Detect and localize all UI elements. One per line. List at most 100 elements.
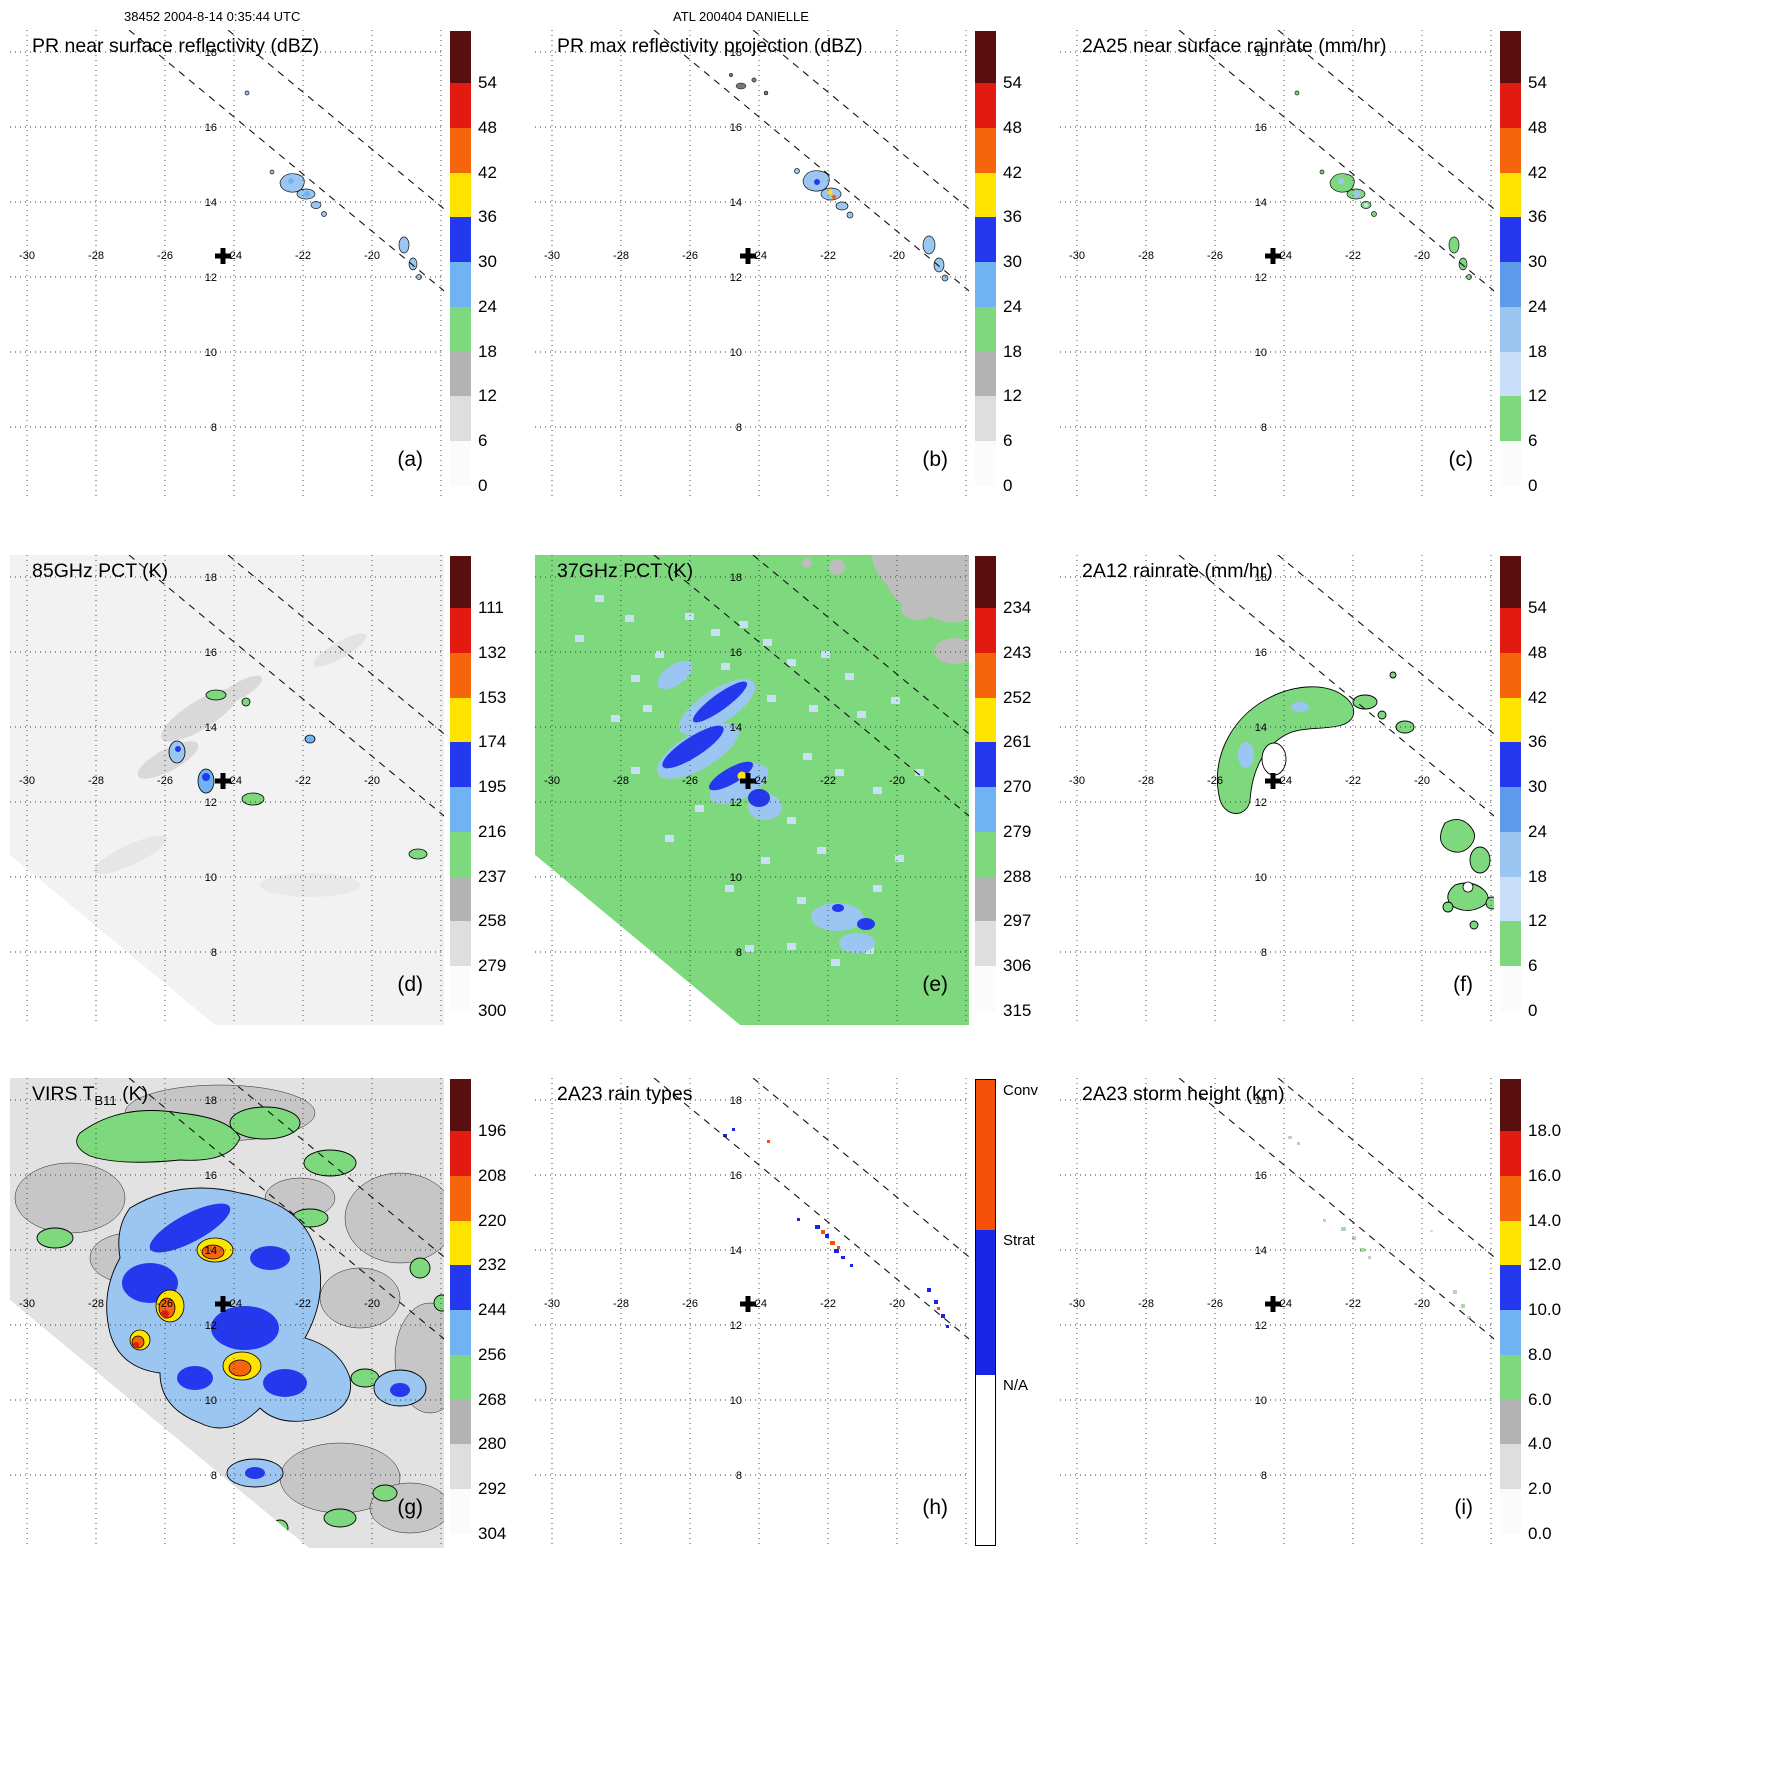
colorbar-tick-label: 315 [1003, 1001, 1032, 1020]
pct-depression-blobs [168, 689, 428, 860]
colorbar-tick-label: 48 [1528, 642, 1547, 662]
storm-name-header: ATL 200404 DANIELLE [673, 9, 809, 24]
longitude-label: -28 [1138, 250, 1154, 262]
storm-center-cross [740, 773, 756, 789]
colorbar-tick-label: 288 [1003, 866, 1032, 886]
latitude-label: 14 [1255, 197, 1267, 209]
rain-free-hole [1462, 881, 1474, 893]
colorbar-d [450, 556, 471, 1011]
rainrate-blobs-c [1294, 90, 1472, 280]
colorbar-e [975, 556, 996, 1011]
colorbar-segment [975, 608, 996, 653]
colorbar-tick-label: 6 [1528, 431, 1538, 451]
latitude-label: 10 [1255, 872, 1267, 884]
colorbar-tick-label: 18 [1528, 866, 1547, 886]
map-h: -30 -28 -26 -24 -22 -20 18 16 14 12 10 8 2A23 rain … [535, 1078, 969, 1548]
title-text: VIRS T [32, 1083, 95, 1105]
panel-letter: (g) [397, 1496, 423, 1519]
pr-swath-edge-line [1178, 1078, 1494, 1340]
map-a: -30 -28 -26 -24 -22 -20 18 16 14 12 10 8 PR near su… [10, 30, 444, 500]
pr-swath-edge-line [128, 555, 444, 817]
pr-swath-edge-line [653, 555, 969, 817]
longitude-label: -20 [889, 250, 905, 262]
colorbar-tick-label: 42 [1528, 687, 1547, 707]
colorbar-segment [1500, 697, 1521, 743]
map-b: -30 -28 -26 -24 -22 -20 18 16 14 12 10 8 PR max ref… [535, 30, 969, 500]
colorbar-segment [975, 306, 996, 352]
colorbar-segment [975, 831, 996, 877]
colorbar-segment [975, 83, 996, 128]
colorbar-segment-strat [976, 1230, 995, 1375]
colorbar-segment [1500, 172, 1521, 218]
latitude-label: 8 [1261, 1470, 1267, 1482]
longitude-label: -26 [682, 1298, 698, 1310]
panel-title: 2A23 storm height (km) [1082, 1083, 1285, 1106]
latitude-label: 10 [730, 1395, 742, 1407]
panel-letter: (a) [397, 448, 423, 471]
longitude-label: -22 [1345, 775, 1361, 787]
colorbar-segment [1500, 262, 1521, 307]
colorbar-segment [450, 1220, 471, 1266]
colorbar-tick-label: 292 [478, 1479, 507, 1499]
colorbar-segment [975, 31, 996, 83]
colorbar-segment [1500, 1444, 1521, 1490]
colorbar-segment [450, 1489, 471, 1534]
pr-swath-edge-line [1277, 1078, 1494, 1258]
pr-swath-edge-line [1178, 30, 1494, 292]
colorbar-segment [1500, 1131, 1521, 1176]
colorbar-segment-na [976, 1375, 995, 1545]
panel-g: -30 -28 -26 -24 -22 -20 18 16 14 12 10 8 VIRS TB11 … [10, 1078, 555, 1578]
longitude-label: -30 [1069, 250, 1085, 262]
colorbar-segment [1500, 966, 1521, 1011]
panel-letter: (b) [922, 448, 948, 471]
colorbar-tick-label: 12 [1528, 911, 1547, 931]
longitude-label: -30 [544, 250, 560, 262]
longitude-label: -20 [364, 250, 380, 262]
pr-swath-edge-line [752, 1078, 969, 1258]
colorbar-segment [1500, 1354, 1521, 1400]
colorbar-f [1500, 556, 1521, 1011]
colorbar-category-label: Strat [1003, 1232, 1035, 1249]
colorbar-tick-label: 54 [1528, 73, 1547, 92]
latitude-label: 16 [205, 122, 217, 134]
colorbar-segment [1500, 1079, 1521, 1131]
latitude-label: 10 [205, 347, 217, 359]
colorbar-segment [450, 1175, 471, 1221]
colorbar-tick-label: 6.0 [1528, 1389, 1552, 1409]
title-text: 37GHz PCT (K) [557, 560, 694, 582]
colorbar-segment [450, 31, 471, 83]
panel-title: 2A25 near surface rainrate (mm/hr) [1082, 35, 1387, 58]
latitude-label: 14 [730, 197, 742, 209]
colorbar-ticks-f: 54 48 42 36 30 24 18 12 6 0 [1528, 556, 1602, 1026]
colorbar-tick-label: 18 [478, 341, 497, 361]
panel-d: -30 -28 -26 -24 -22 -20 18 16 14 12 10 8 85GHz PCT … [10, 555, 555, 1055]
longitude-label: -30 [544, 1298, 560, 1310]
colorbar-tick-label: 30 [478, 252, 497, 272]
colorbar-segment [450, 1265, 471, 1311]
colorbar-segment [1500, 1489, 1521, 1534]
storm-center-cross [1265, 773, 1281, 789]
pr-swath-edge-line [653, 1078, 969, 1340]
panel-f: -30 -28 -26 -24 -22 -20 18 16 14 12 10 8 2A12 rainr… [1060, 555, 1605, 1055]
colorbar-segment [450, 441, 471, 486]
latitude-label: 10 [205, 872, 217, 884]
colorbar-tick-label: 18.0 [1528, 1121, 1562, 1140]
latitude-label: 8 [1261, 947, 1267, 959]
longitude-label: -28 [1138, 1298, 1154, 1310]
latitude-label: 12 [205, 797, 217, 809]
colorbar-tick-label: 48 [478, 117, 497, 137]
longitude-label: -26 [157, 775, 173, 787]
latitude-label: 14 [730, 722, 742, 734]
latitude-label: 16 [1255, 1170, 1267, 1182]
colorbar-tick-label: 4.0 [1528, 1434, 1552, 1454]
colorbar-tick-label: 54 [1003, 73, 1022, 92]
latitude-label: 8 [736, 947, 742, 959]
longitude-label: -24 [1276, 1298, 1292, 1310]
longitude-label: -28 [613, 1298, 629, 1310]
colorbar-category-label: N/A [1003, 1377, 1029, 1394]
panel-title: 2A12 rainrate (mm/hr) [1082, 560, 1273, 583]
colorbar-tick-label: 8.0 [1528, 1344, 1552, 1364]
latitude-label: 8 [211, 947, 217, 959]
longitude-label: -24 [1276, 250, 1292, 262]
colorbar-tick-label: 30 [1528, 252, 1547, 272]
